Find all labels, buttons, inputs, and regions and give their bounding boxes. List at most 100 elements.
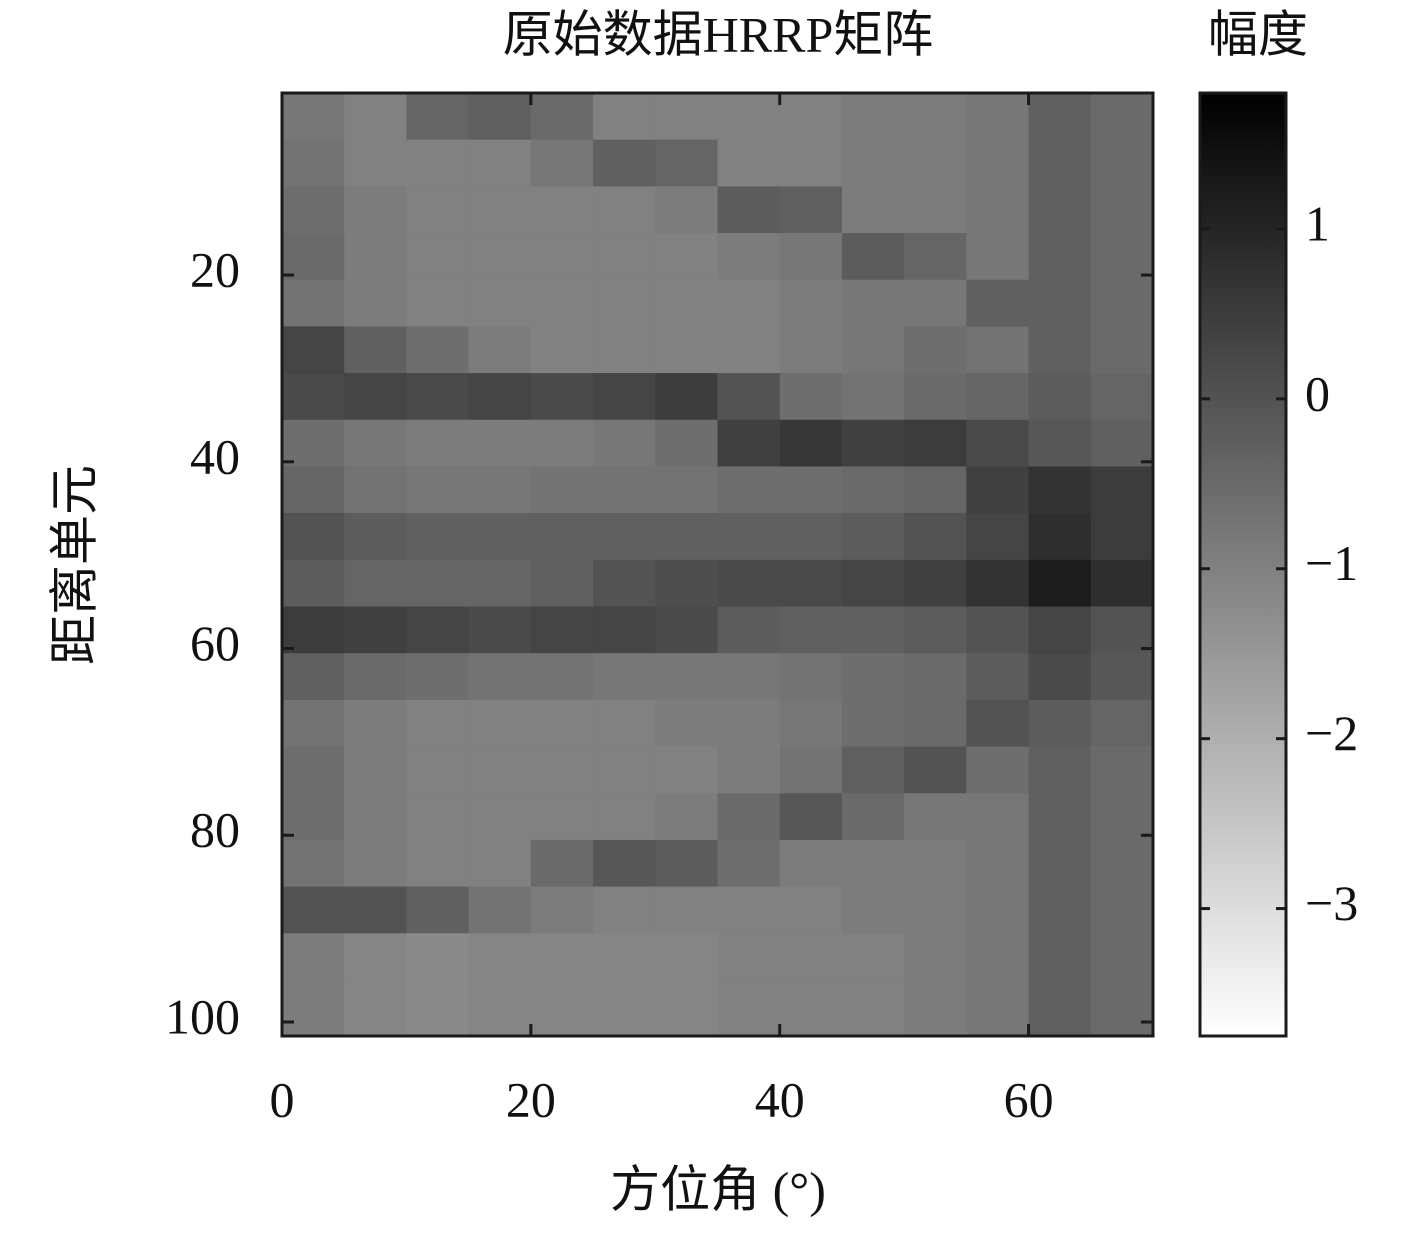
heatmap-cell: [344, 466, 408, 514]
heatmap-cell: [530, 326, 594, 374]
heatmap-cell: [1028, 419, 1092, 468]
heatmap-cell: [344, 979, 408, 1037]
heatmap-cell: [841, 466, 905, 514]
heatmap-cell: [1090, 186, 1154, 234]
x-tick-label: 0: [270, 1071, 295, 1127]
heatmap-cell: [282, 933, 345, 981]
heatmap-cell: [1028, 279, 1092, 328]
heatmap-cell: [593, 559, 656, 608]
heatmap-cell: [344, 653, 408, 701]
heatmap-cell: [593, 793, 656, 841]
heatmap-cell: [468, 559, 532, 608]
y-axis-label: 距离单元: [46, 465, 102, 665]
heatmap-cell: [904, 93, 967, 141]
heatmap-cell: [344, 186, 408, 234]
heatmap-cell: [966, 326, 1030, 374]
heatmap-cell: [344, 93, 408, 141]
heatmap-cell: [1028, 466, 1092, 514]
heatmap-cell: [717, 326, 781, 374]
heatmap-cell: [841, 839, 905, 888]
heatmap-cell: [344, 606, 408, 654]
heatmap-cell: [655, 373, 719, 421]
heatmap-cell: [1028, 793, 1092, 841]
heatmap-cell: [904, 279, 967, 328]
y-tick-label: 60: [190, 615, 240, 671]
heatmap-cell: [1028, 653, 1092, 701]
heatmap-cell: [904, 746, 967, 794]
heatmap-cell: [841, 886, 905, 934]
heatmap-cell: [593, 886, 656, 934]
heatmap-cell: [655, 513, 719, 561]
heatmap-cell: [468, 186, 532, 234]
heatmap-cell: [1090, 513, 1154, 561]
heatmap-cell: [344, 279, 408, 328]
heatmap-cell: [282, 93, 345, 141]
heatmap-cell: [904, 606, 967, 654]
x-tick-label: 20: [506, 1071, 556, 1127]
heatmap-cell: [1028, 186, 1092, 234]
heatmap-cell: [841, 373, 905, 421]
heatmap-cell: [282, 979, 345, 1037]
plot-frame: [280, 91, 1155, 1038]
heatmap-cell: [406, 373, 470, 421]
heatmap: [282, 93, 1154, 1037]
heatmap-cell: [655, 979, 719, 1037]
heatmap-cell: [966, 466, 1030, 514]
heatmap-cell: [593, 233, 656, 281]
chart-title: 原始数据HRRP矩阵: [503, 6, 934, 62]
heatmap-cell: [966, 373, 1030, 421]
heatmap-cell: [779, 233, 843, 281]
heatmap-cell: [282, 373, 345, 421]
heatmap-cell: [966, 606, 1030, 654]
heatmap-cell: [593, 839, 656, 888]
heatmap-cell: [468, 513, 532, 561]
heatmap-cell: [655, 933, 719, 981]
heatmap-cell: [282, 559, 345, 608]
heatmap-cell: [841, 979, 905, 1037]
heatmap-cell: [1028, 699, 1092, 748]
heatmap-cell: [966, 186, 1030, 234]
heatmap-cell: [966, 653, 1030, 701]
heatmap-cell: [530, 93, 594, 141]
heatmap-cell: [468, 139, 532, 187]
heatmap-cell: [904, 933, 967, 981]
heatmap-cell: [904, 559, 967, 608]
heatmap-cell: [593, 279, 656, 328]
heatmap-cell: [1090, 933, 1154, 981]
heatmap-cell: [406, 186, 470, 234]
heatmap-cell: [966, 279, 1030, 328]
heatmap-cell: [904, 979, 967, 1037]
heatmap-cell: [406, 653, 470, 701]
heatmap-cell: [841, 653, 905, 701]
x-tick-label: 40: [755, 1071, 805, 1127]
heatmap-cell: [904, 419, 967, 468]
heatmap-cell: [779, 93, 843, 141]
heatmap-cell: [655, 746, 719, 794]
heatmap-cell: [1090, 839, 1154, 888]
heatmap-cell: [530, 186, 594, 234]
heatmap-cell: [406, 93, 470, 141]
heatmap-cell: [468, 233, 532, 281]
heatmap-cell: [344, 746, 408, 794]
heatmap-cell: [406, 746, 470, 794]
heatmap-cell: [406, 886, 470, 934]
heatmap-cell: [779, 326, 843, 374]
heatmap-cell: [344, 839, 408, 888]
heatmap-cell: [1028, 373, 1092, 421]
heatmap-cell: [406, 979, 470, 1037]
heatmap-cell: [530, 979, 594, 1037]
heatmap-cell: [966, 886, 1030, 934]
heatmap-cell: [468, 419, 532, 468]
heatmap-cell: [841, 93, 905, 141]
heatmap-cell: [1090, 326, 1154, 374]
heatmap-cell: [841, 559, 905, 608]
heatmap-cell: [468, 979, 532, 1037]
heatmap-cell: [904, 513, 967, 561]
heatmap-cell: [282, 699, 345, 748]
heatmap-cell: [779, 746, 843, 794]
heatmap-cell: [904, 886, 967, 934]
heatmap-cell: [841, 139, 905, 187]
heatmap-cell: [344, 326, 408, 374]
heatmap-cell: [530, 839, 594, 888]
heatmap-cell: [406, 279, 470, 328]
